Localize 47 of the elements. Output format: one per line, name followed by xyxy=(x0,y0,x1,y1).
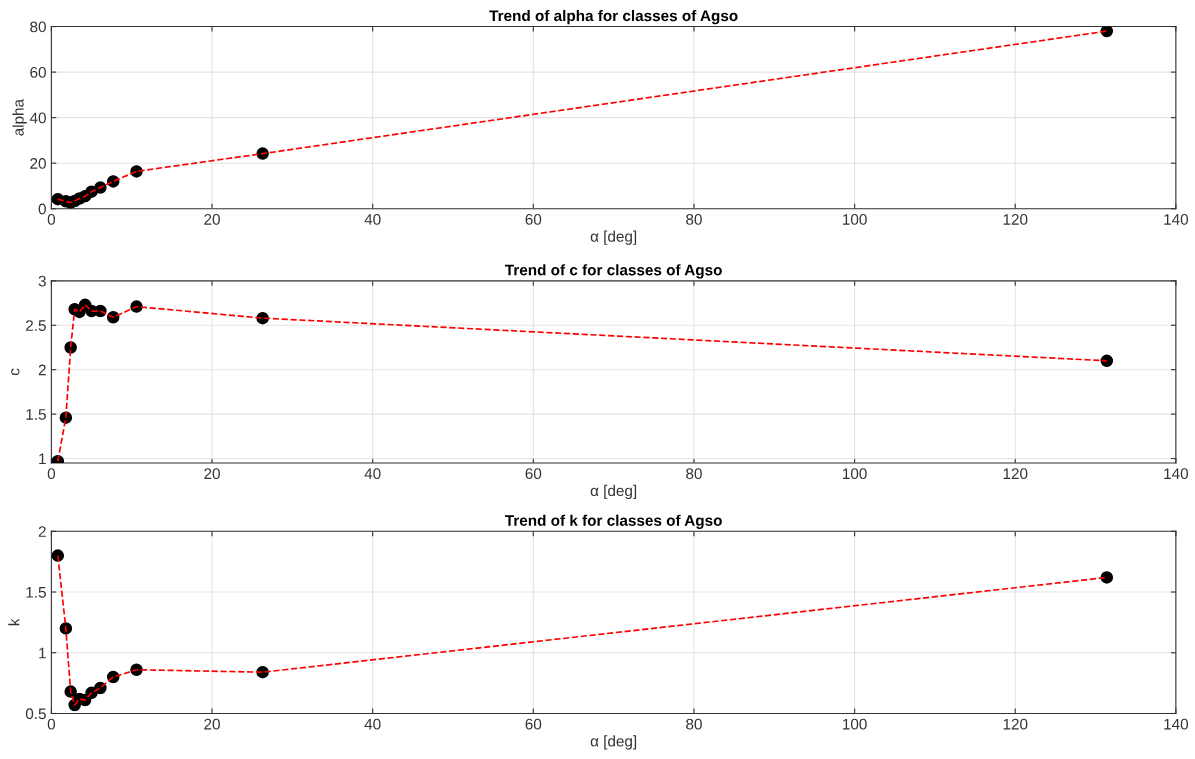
x-tick-label: 80 xyxy=(686,213,702,225)
y-tick-label: 1.5 xyxy=(26,587,46,598)
x-tick-label: 20 xyxy=(204,213,220,225)
y-tick-label: 0.5 xyxy=(25,708,46,720)
chart-title: Trend of alpha for classes of Agso xyxy=(489,9,738,25)
x-axis-title: α [deg] xyxy=(590,484,637,500)
y-tick-label: 1 xyxy=(39,453,46,465)
chart-title: Trend of k for classes of Agso xyxy=(505,514,722,529)
y-axis-title: alpha xyxy=(12,98,27,136)
x-tick-label: 20 xyxy=(204,468,220,480)
x-tick-label: 100 xyxy=(843,718,867,730)
y-tick-label: 1.5 xyxy=(26,409,46,420)
x-tick-label: 20 xyxy=(204,718,220,730)
x-tick-label: 40 xyxy=(364,718,381,730)
y-tick-label: 2.5 xyxy=(26,320,46,331)
x-tick-label: 0 xyxy=(47,468,56,480)
y-tick-label: 2 xyxy=(38,364,46,376)
x-tick-label: 0 xyxy=(47,213,56,225)
x-tick-label: 100 xyxy=(843,213,867,225)
x-tick-label: 0 xyxy=(47,718,56,730)
y-tick-label: 2 xyxy=(38,526,46,537)
y-axis-title: c xyxy=(11,368,20,376)
y-tick-label: 1 xyxy=(39,647,46,659)
y-tick-label: 20 xyxy=(30,158,46,169)
x-tick-label: 80 xyxy=(686,718,702,730)
x-tick-label: 100 xyxy=(843,468,867,480)
x-tick-label: 120 xyxy=(1003,213,1028,225)
x-tick-label: 60 xyxy=(525,468,542,480)
y-tick-label: 40 xyxy=(29,112,46,124)
chart-title: Trend of c for classes of Agso xyxy=(505,264,722,279)
x-axis-title: α [deg] xyxy=(590,230,637,245)
x-tick-label: 40 xyxy=(364,468,381,480)
x-tick-label: 140 xyxy=(1164,718,1189,730)
x-tick-label: 60 xyxy=(525,213,542,225)
x-axis-title: α [deg] xyxy=(590,735,637,750)
y-tick-label: 60 xyxy=(30,66,46,78)
y-tick-label: 0 xyxy=(38,203,46,215)
x-tick-label: 60 xyxy=(525,718,542,730)
x-tick-label: 40 xyxy=(364,213,381,225)
y-axis-title: k xyxy=(8,618,20,626)
x-tick-label: 120 xyxy=(1003,718,1028,730)
x-tick-label: 140 xyxy=(1164,468,1189,480)
y-tick-label: 80 xyxy=(30,21,46,33)
x-tick-label: 140 xyxy=(1164,213,1189,225)
x-tick-label: 120 xyxy=(1003,468,1028,480)
x-tick-label: 80 xyxy=(686,468,702,480)
y-tick-label: 3 xyxy=(38,275,46,287)
